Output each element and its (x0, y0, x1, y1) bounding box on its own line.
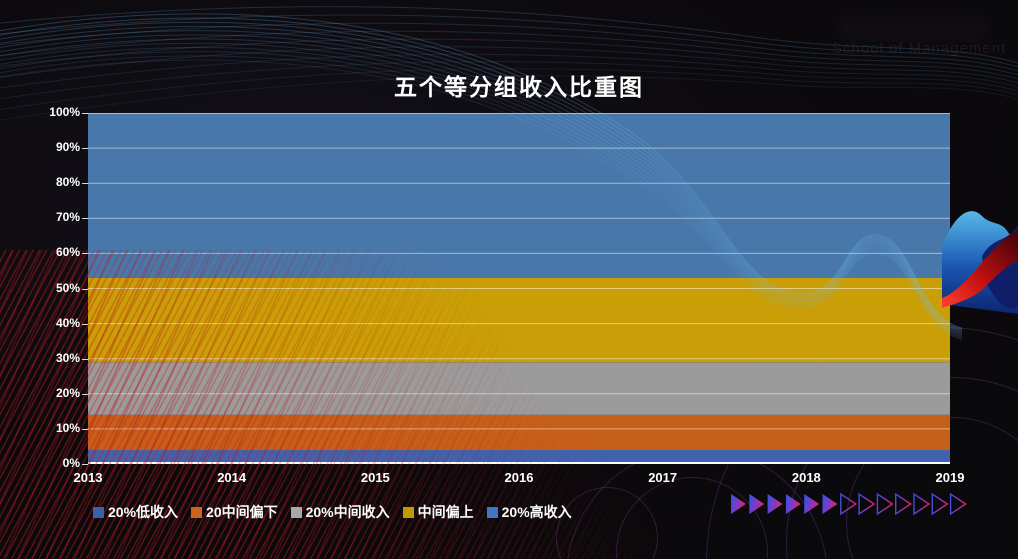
legend-item: 20%中间收入 (290, 502, 390, 522)
y-axis-label: 50% (55, 280, 80, 295)
play-triangle-icon (949, 492, 967, 516)
play-triangle-icon (749, 494, 765, 514)
play-triangle-icon (913, 492, 931, 516)
arc-circle (556, 487, 658, 559)
legend-swatch-icon (402, 506, 414, 518)
x-axis-label: 2013 (73, 470, 103, 485)
play-triangle-icon (840, 492, 858, 516)
watermark-text: School of Management (832, 40, 1007, 57)
legend-item: 中间偏上 (402, 502, 474, 522)
x-axis-label: 2015 (360, 470, 390, 485)
legend-swatch-icon (486, 506, 498, 518)
legend-item: 20%高收入 (486, 502, 572, 522)
y-axis-label: 10% (55, 420, 80, 435)
y-axis-label: 80% (55, 175, 80, 190)
y-axis-label: 40% (55, 315, 80, 330)
play-triangle-icon (876, 492, 894, 516)
play-triangle-icon (931, 492, 949, 516)
y-axis-label: 90% (55, 140, 80, 155)
legend-swatch-icon (290, 506, 302, 518)
ribbon-blue-wave (942, 211, 1018, 314)
legend-swatch-icon (93, 506, 104, 518)
play-triangle-icon (894, 492, 912, 516)
y-axis-label: 0% (62, 456, 80, 470)
stacked-area-chart (88, 113, 950, 469)
area-series (88, 362, 950, 415)
play-triangle-icon (804, 494, 820, 514)
x-axis-label: 2014 (217, 470, 247, 485)
x-axis-label: 2017 (648, 470, 678, 485)
area-series (88, 414, 950, 450)
legend-label: 中间偏上 (417, 504, 474, 520)
y-axis-label: 20% (55, 385, 80, 400)
ribbon-navy-fin (982, 226, 1018, 309)
play-triangle-icon (767, 494, 783, 514)
legend-label: 20中间偏下 (206, 504, 278, 520)
area-series (88, 449, 950, 464)
watermark-logo (838, 16, 988, 42)
y-axis-label: 60% (55, 245, 80, 260)
play-triangle-icon (785, 494, 801, 514)
play-triangle-icon (822, 494, 838, 514)
legend-item: 20%低收入 (93, 502, 178, 522)
y-axis-label: 70% (55, 210, 80, 225)
area-series (88, 277, 950, 363)
chart-title: 五个等分组收入比重图 (394, 74, 644, 100)
x-axis-label: 2018 (791, 470, 821, 485)
chart-canvas (88, 113, 950, 464)
legend-swatch-icon (191, 506, 203, 518)
play-triangle-icon (858, 492, 876, 516)
play-triangle-icon (731, 494, 746, 514)
ribbon-decoration (942, 211, 1018, 314)
chart-legend: 20%低收入 20中间偏下 20%中间收入 中间偏上 20%高收入 (93, 502, 572, 522)
legend-label: 20%高收入 (501, 504, 572, 520)
legend-label: 20%中间收入 (305, 504, 390, 520)
arc-circle (616, 477, 768, 559)
legend-label: 20%低收入 (108, 504, 179, 520)
legend-item: 20中间偏下 (191, 502, 278, 522)
x-axis-label: 2016 (504, 470, 534, 485)
y-axis-label: 100% (49, 105, 80, 119)
ribbon-red-swoosh (942, 230, 1018, 308)
x-axis-label: 2019 (935, 470, 965, 485)
triangle-arrows-decoration (731, 492, 967, 516)
area-series (88, 113, 950, 278)
y-axis-label: 30% (55, 350, 80, 365)
